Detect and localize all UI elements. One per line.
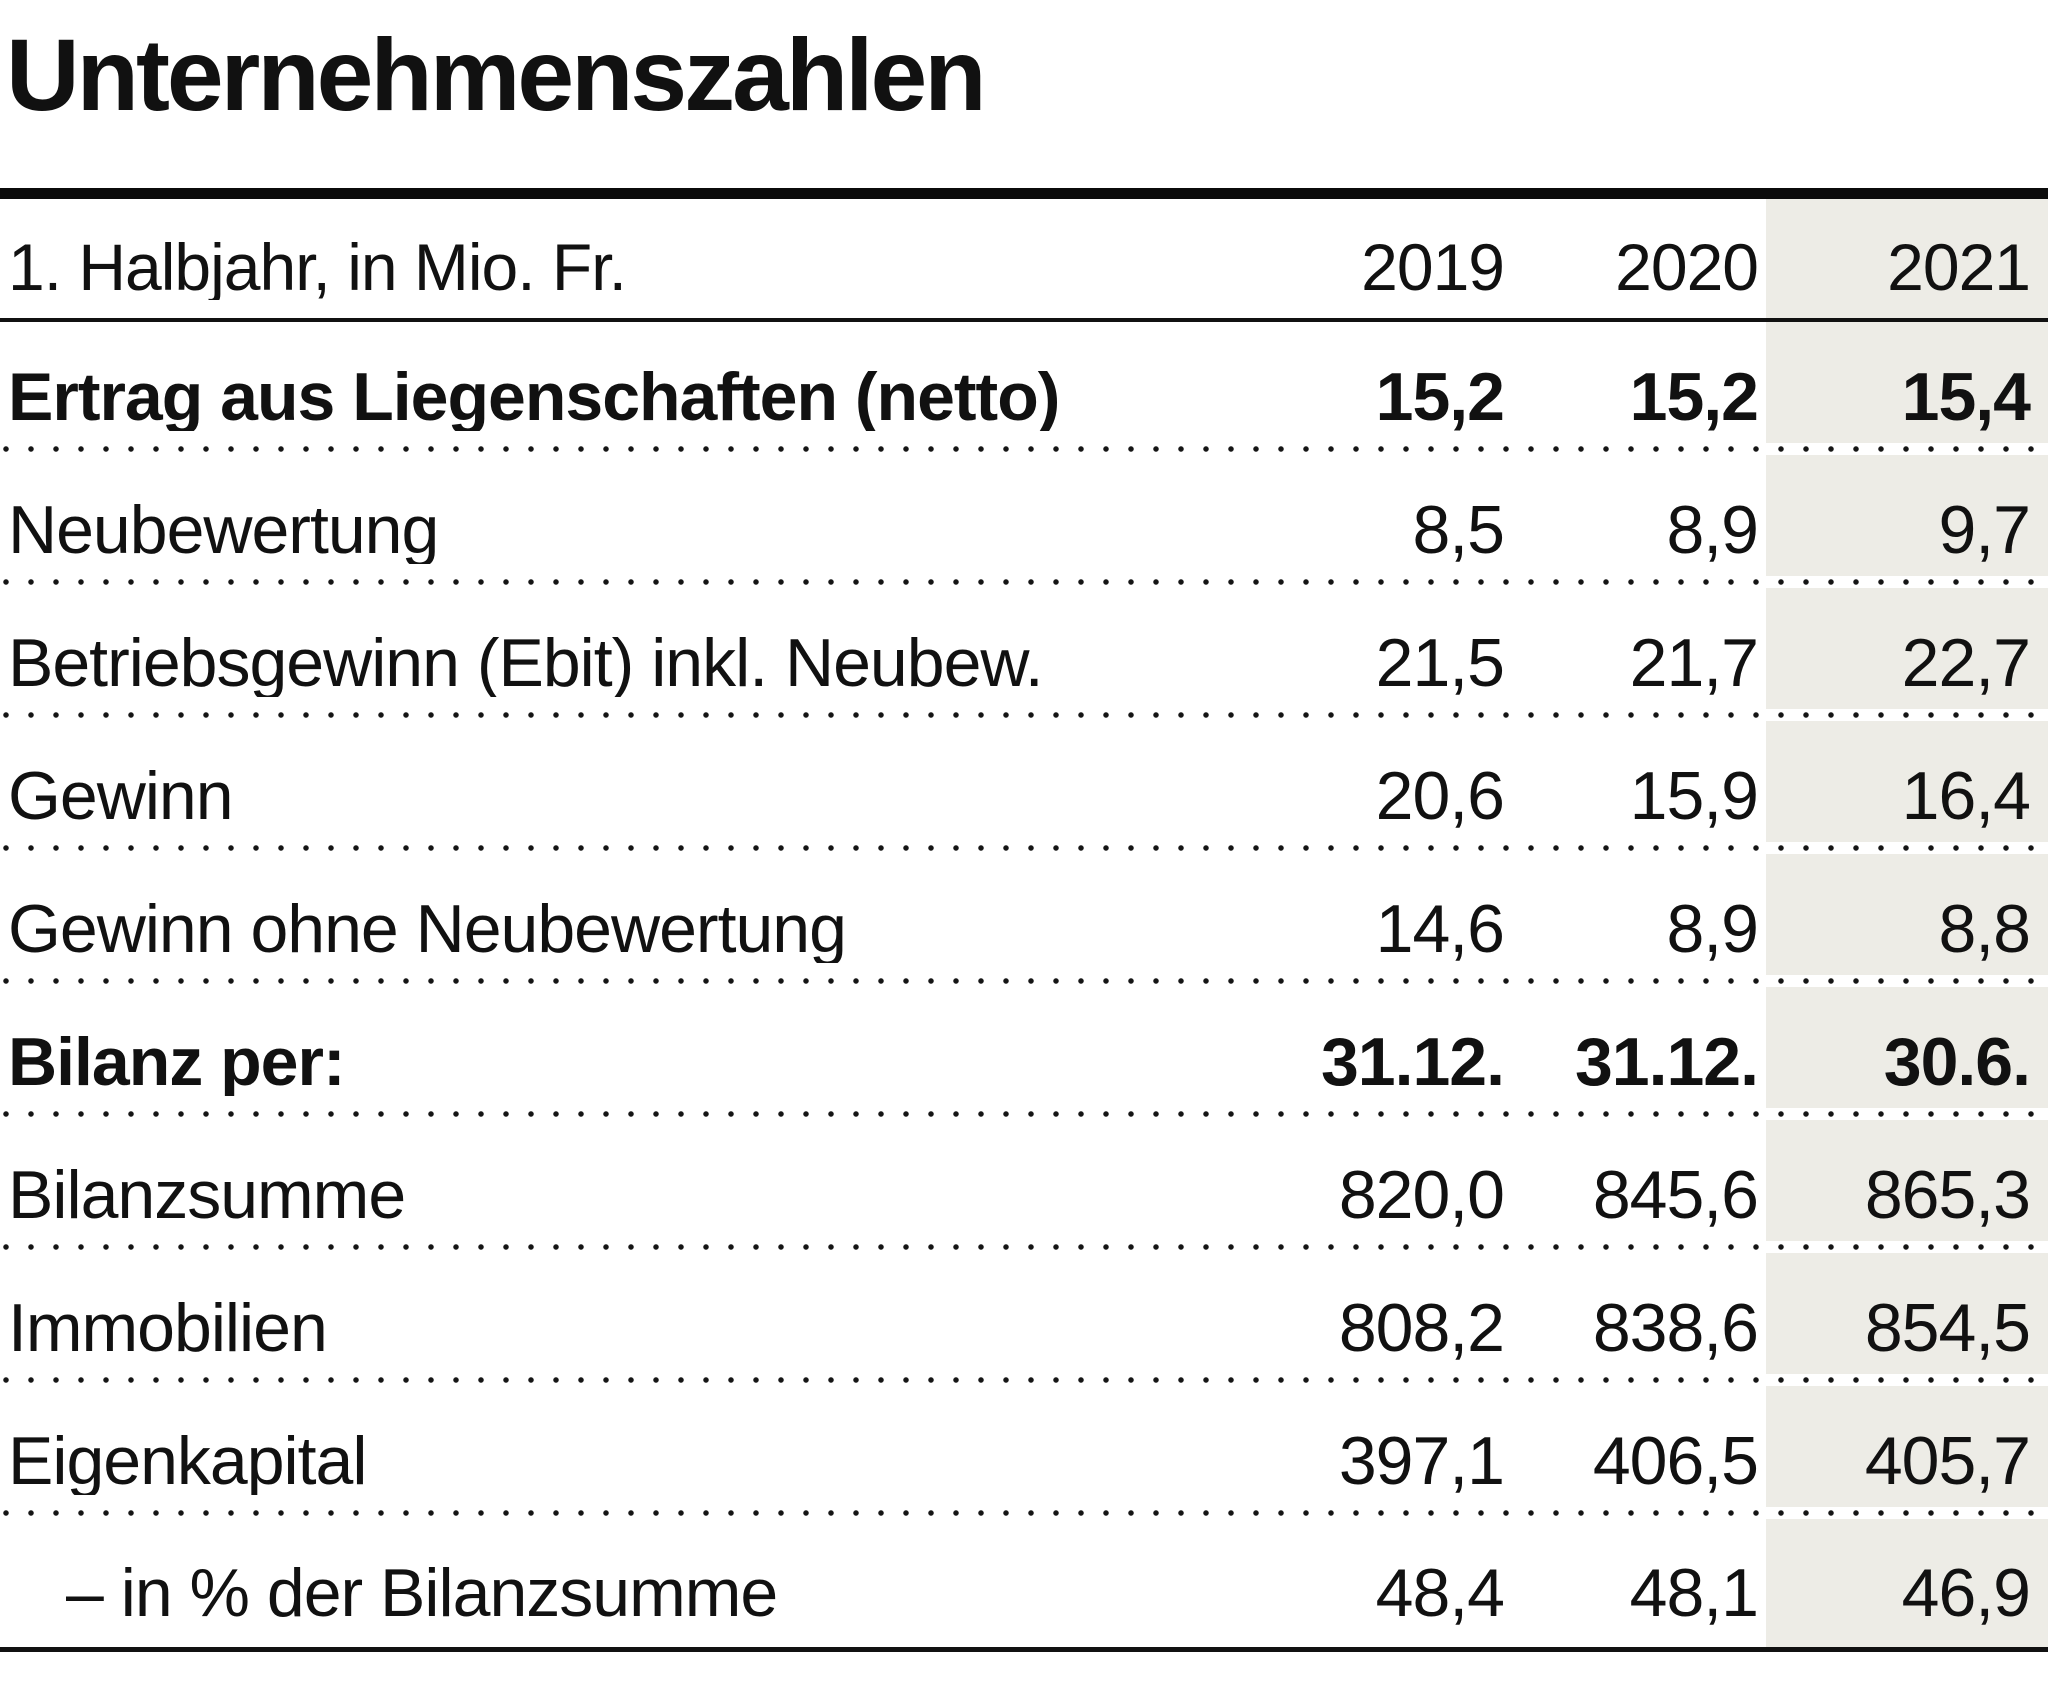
value-2021: 22,7 [1901,625,2031,701]
row-label: Immobilien [8,1294,328,1362]
value-2019: 15,2 [1375,359,1505,435]
row-label: Bilanzsumme [8,1161,406,1229]
table-row: Immobilien 808,2 838,6 854,5 [0,1253,2048,1386]
page-title: Unternehmenszahlen [6,18,987,132]
row-label: Ertrag aus Liegenschaften (netto) [8,363,1060,431]
value-2021: 16,4 [1901,758,2031,834]
value-2020: 838,6 [1592,1290,1759,1366]
value-2019: 820,0 [1338,1157,1505,1233]
table-row: Ertrag aus Liegenschaften (netto) 15,2 1… [0,322,2048,455]
value-2020: 406,5 [1592,1423,1759,1499]
top-rule [0,188,2048,199]
table-row: Betriebsgewinn (Ebit) inkl. Neubew. 21,5… [0,588,2048,721]
value-2019: 20,6 [1375,758,1505,834]
value-2021: 865,3 [1864,1157,2031,1233]
table-header-row: 1. Halbjahr, in Mio. Fr. 2019 2020 2021 [0,199,2048,322]
unit-label: 1. Halbjahr, in Mio. Fr. [8,234,627,300]
value-2020: 48,1 [1629,1555,1759,1631]
value-2019: 31.12. [1320,1024,1505,1100]
row-label: Gewinn [8,762,234,830]
value-2021: 854,5 [1864,1290,2031,1366]
value-2020: 8,9 [1666,492,1759,568]
table-row: Gewinn 20,6 15,9 16,4 [0,721,2048,854]
value-2021: 15,4 [1901,359,2031,435]
value-2019: 808,2 [1338,1290,1505,1366]
table-row: Gewinn ohne Neubewertung 14,6 8,9 8,8 [0,854,2048,987]
column-header-2019: 2019 [1361,230,1505,304]
value-2021: 8,8 [1938,891,2031,967]
row-label: Bilanz per: [8,1028,346,1096]
table-body: Ertrag aus Liegenschaften (netto) 15,2 1… [0,322,2048,1652]
value-2021: 30.6. [1883,1024,2031,1100]
value-2019: 48,4 [1375,1555,1505,1631]
table-row: – in % der Bilanzsumme 48,4 48,1 46,9 [0,1519,2048,1652]
value-2020: 21,7 [1629,625,1759,701]
value-2020: 845,6 [1592,1157,1759,1233]
row-label: Gewinn ohne Neubewertung [8,895,847,963]
value-2020: 31.12. [1574,1024,1759,1100]
value-2019: 14,6 [1375,891,1505,967]
column-header-2020: 2020 [1615,230,1759,304]
value-2019: 21,5 [1375,625,1505,701]
table-row: Bilanzsumme 820,0 845,6 865,3 [0,1120,2048,1253]
value-2019: 8,5 [1412,492,1505,568]
table-row: Eigenkapital 397,1 406,5 405,7 [0,1386,2048,1519]
data-table: 1. Halbjahr, in Mio. Fr. 2019 2020 2021 … [0,199,2048,1652]
table-row: Bilanz per: 31.12. 31.12. 30.6. [0,987,2048,1120]
row-label: – in % der Bilanzsumme [66,1559,778,1627]
row-label: Neubewertung [8,496,439,564]
table-row: Neubewertung 8,5 8,9 9,7 [0,455,2048,588]
row-label: Eigenkapital [8,1427,367,1495]
highlight-column-2021 [1766,199,2048,1652]
value-2021: 46,9 [1901,1555,2031,1631]
value-2020: 15,2 [1629,359,1759,435]
value-2021: 405,7 [1864,1423,2031,1499]
value-2021: 9,7 [1938,492,2031,568]
value-2019: 397,1 [1338,1423,1505,1499]
value-2020: 8,9 [1666,891,1759,967]
column-header-2021: 2021 [1887,230,2031,304]
value-2020: 15,9 [1629,758,1759,834]
row-label: Betriebsgewinn (Ebit) inkl. Neubew. [8,629,1044,697]
